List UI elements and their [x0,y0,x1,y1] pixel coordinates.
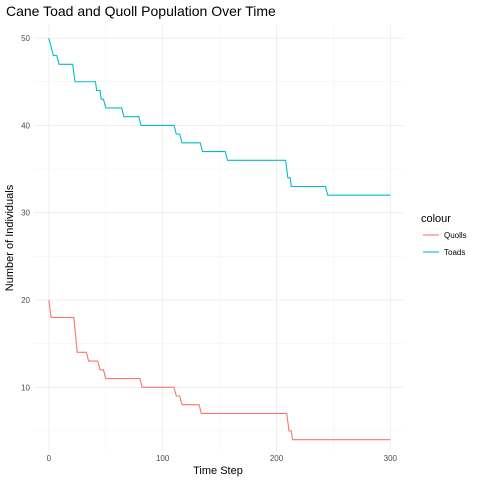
legend-label-toads: Toads [444,248,465,257]
grid [34,25,404,451]
legend-title: colour [421,213,451,225]
x-axis-ticks: 0 100 200 300 [47,454,398,463]
x-tick-label: 0 [47,454,52,463]
y-tick-label: 20 [21,296,30,305]
y-tick-label: 10 [21,383,30,392]
y-axis-title: Number of Individuals [4,184,16,291]
y-tick-label: 40 [21,121,30,130]
series-line-quolls [48,299,391,441]
y-tick-label: 30 [21,209,30,218]
x-axis-title: Time Step [193,465,243,477]
series-line-toads [48,37,391,196]
chart-title: Cane Toad and Quoll Population Over Time [6,3,276,19]
x-tick-label: 200 [270,454,284,463]
x-tick-label: 100 [156,454,170,463]
x-tick-label: 300 [384,454,398,463]
legend-label-quolls: Quolls [444,231,467,240]
legend: colour Quolls Toads [421,213,467,257]
series-lines [48,37,391,441]
y-axis-ticks: 10 20 30 40 50 [21,34,30,392]
y-tick-label: 50 [21,34,30,43]
